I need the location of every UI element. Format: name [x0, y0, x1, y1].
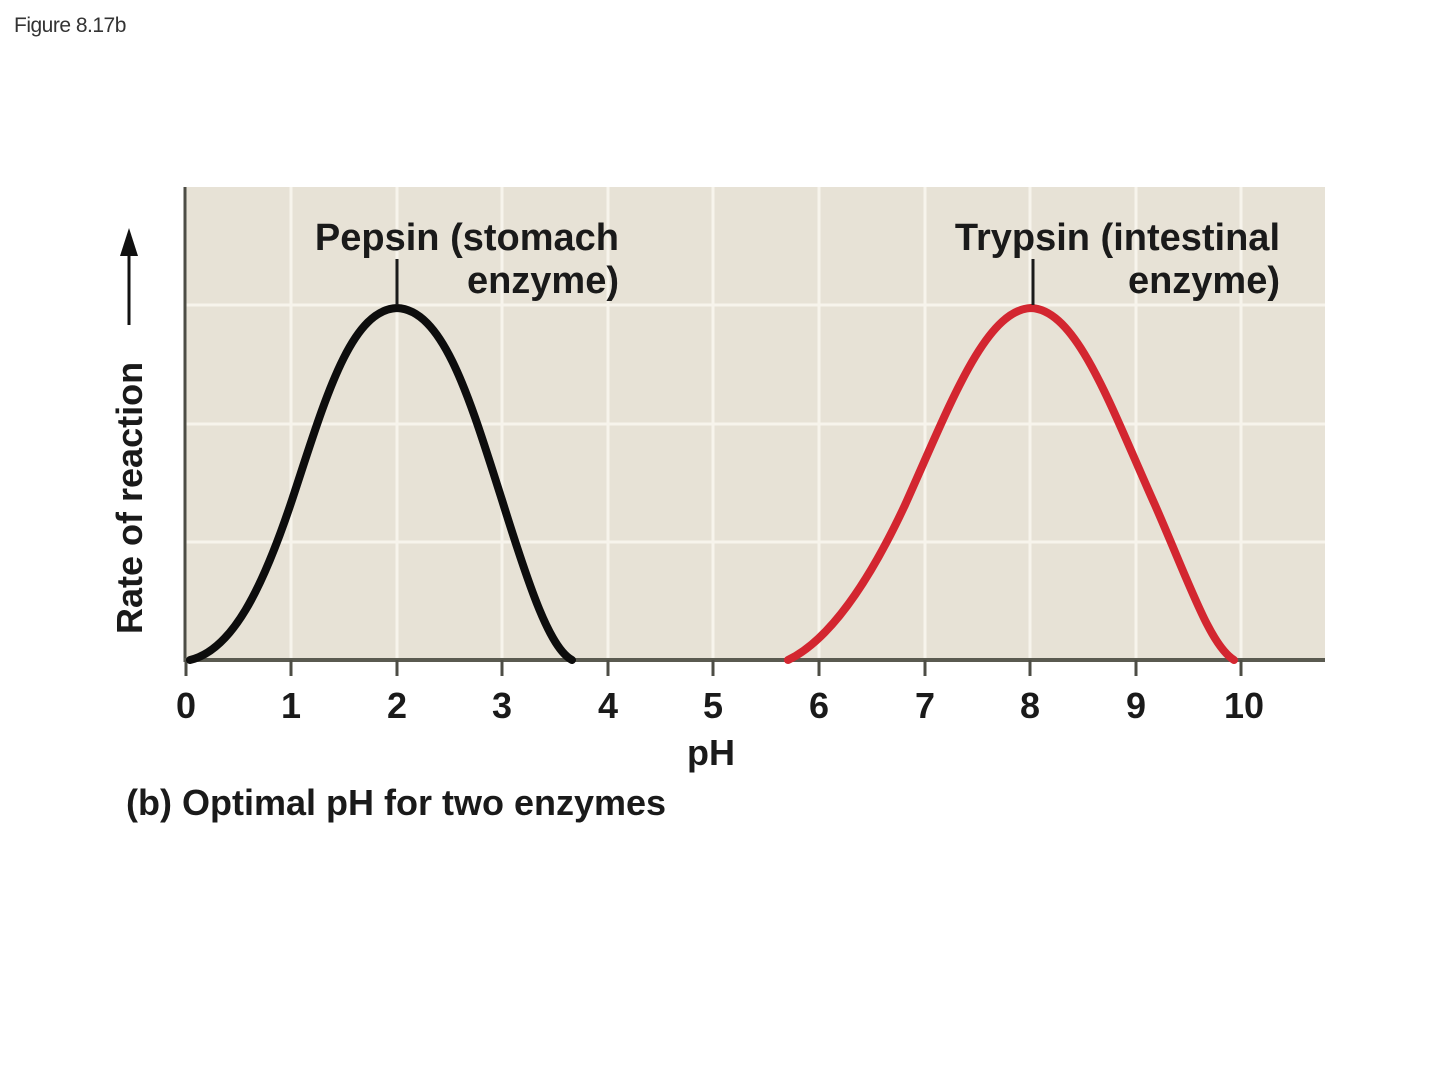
x-tick-label: 9	[1126, 685, 1146, 726]
y-axis-title-group: Rate of reaction	[109, 362, 150, 634]
figure-caption: (b) Optimal pH for two enzymes	[126, 782, 666, 823]
trypsin-label-line1: Trypsin (intestinal	[955, 217, 1280, 259]
trypsin-label-line2: enzyme)	[1128, 260, 1280, 302]
pepsin-label-line2: enzyme)	[467, 260, 619, 302]
x-tick-label: 5	[703, 685, 723, 726]
x-tick-label: 6	[809, 685, 829, 726]
x-tick-label: 4	[598, 685, 618, 726]
pepsin-curve	[186, 303, 576, 664]
trypsin-curve	[784, 303, 1238, 664]
x-tick-label: 2	[387, 685, 407, 726]
gridlines	[185, 187, 1325, 660]
y-axis-title: Rate of reaction	[109, 362, 150, 634]
x-tick-label: 8	[1020, 685, 1040, 726]
x-ticks	[184, 660, 1243, 676]
x-tick-label: 10	[1224, 685, 1264, 726]
up-arrow-icon	[120, 228, 138, 325]
x-tick-label: 7	[915, 685, 935, 726]
pepsin-label-line1: Pepsin (stomach	[315, 217, 619, 259]
figure-label: Figure 8.17b	[14, 14, 126, 37]
x-tick-label: 1	[281, 685, 301, 726]
x-tick-label: 3	[492, 685, 512, 726]
x-axis-title: pH	[687, 732, 735, 773]
x-tick-label: 0	[176, 685, 196, 726]
